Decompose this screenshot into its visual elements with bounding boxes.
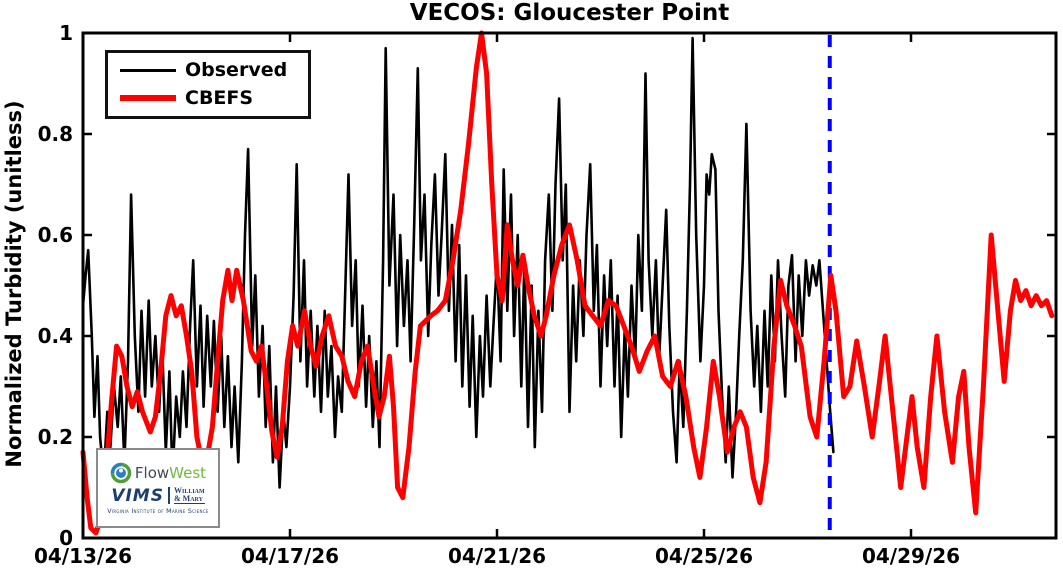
y-tick-label: 0.4 — [38, 324, 73, 348]
flowwest-text-west: West — [169, 464, 207, 482]
flowwest-logo: FlowWest — [110, 462, 206, 484]
william-line: William — [173, 485, 205, 495]
x-tick-label: 04/29/26 — [862, 544, 960, 568]
logo-box: FlowWest VIMS William & Mary Virginia In… — [96, 448, 220, 528]
legend-item-cbefs: CBEFS — [120, 86, 308, 109]
x-tick-label: 04/21/26 — [448, 544, 546, 568]
series-line-observed — [81, 36, 835, 489]
y-tick-label: 0.2 — [38, 425, 73, 449]
cbefs-line-sample — [120, 95, 176, 102]
legend: Observed CBEFS — [105, 50, 311, 119]
william-mary-wordmark: William & Mary — [173, 485, 205, 505]
vims-subtitle: Virginia Institute of Marine Science — [107, 507, 209, 515]
chart-title: VECOS: Gloucester Point — [409, 0, 730, 26]
x-tick-label: 04/13/26 — [34, 544, 132, 568]
observed-line-sample — [120, 69, 176, 73]
flowwest-logo-icon — [110, 462, 132, 483]
vims-acronym: VIMS — [111, 485, 164, 506]
series-line-cbefs — [80, 30, 1055, 536]
mary-line: & Mary — [173, 494, 205, 505]
y-tick-label: 0 — [59, 526, 73, 550]
legend-label-observed: Observed — [185, 59, 288, 82]
vims-logo: VIMS William & Mary — [111, 485, 205, 506]
legend-item-observed: Observed — [120, 61, 308, 80]
vims-divider-bar — [167, 487, 170, 504]
axes-box — [81, 31, 1058, 540]
flowwest-text-flow: Flow — [134, 464, 170, 482]
y-tick-label: 0.8 — [38, 122, 73, 146]
y-axis-label: Normalized Turbidity (unitless) — [2, 100, 26, 468]
legend-label-cbefs: CBEFS — [185, 86, 254, 109]
x-tick-label: 04/25/26 — [655, 544, 753, 568]
x-tick-label: 04/17/26 — [241, 544, 339, 568]
y-tick-label: 0.6 — [38, 223, 73, 247]
y-tick-label: 1 — [59, 21, 73, 45]
